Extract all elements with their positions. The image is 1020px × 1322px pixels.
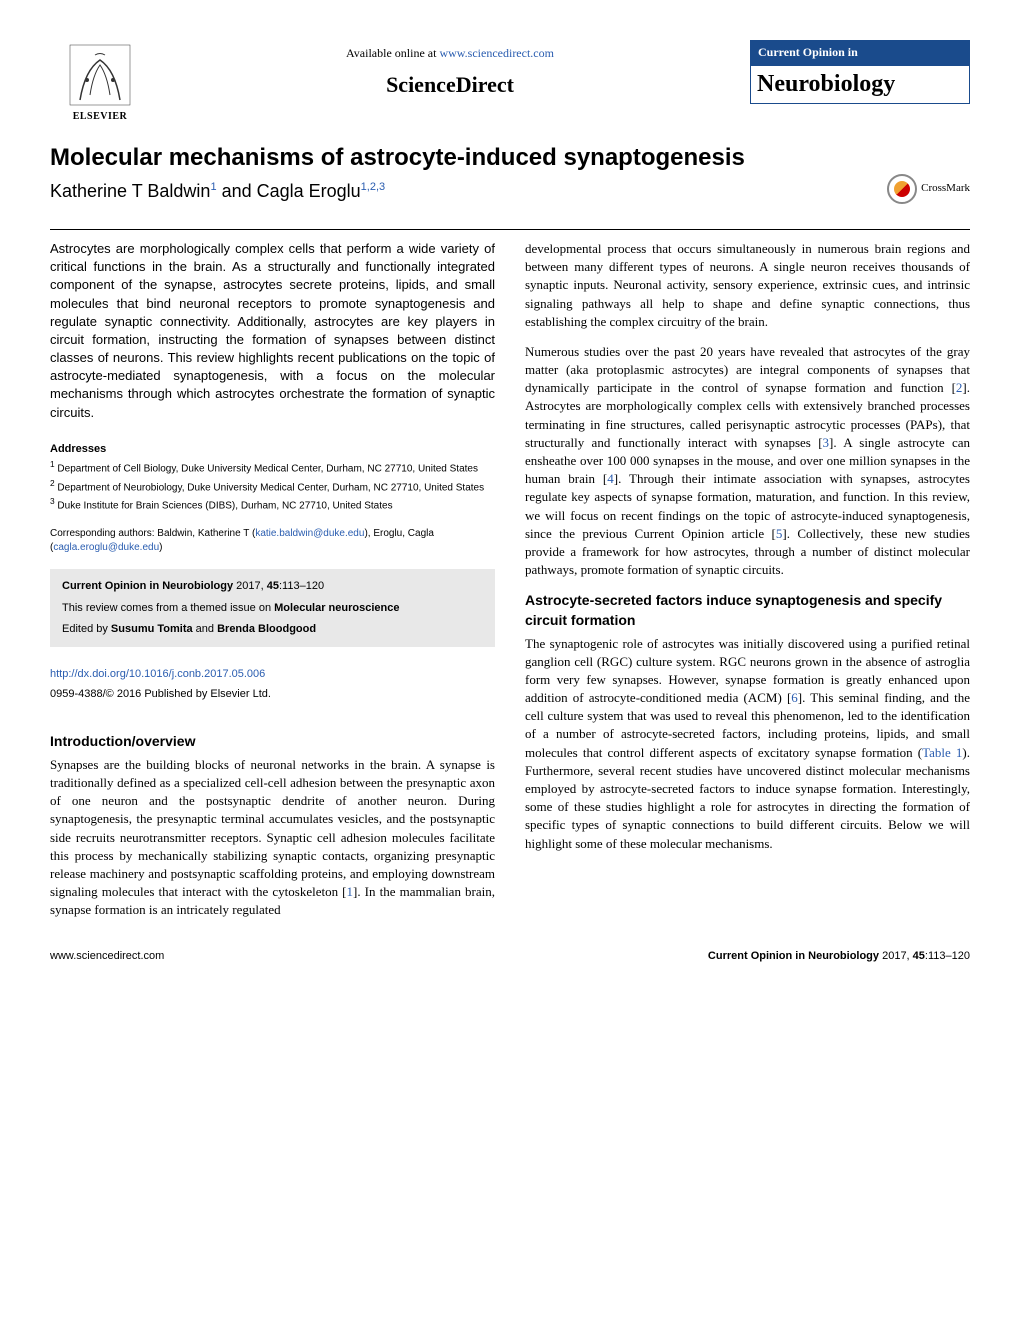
addr3: Duke Institute for Brain Sciences (DIBS)…	[55, 500, 393, 511]
badge-top: Current Opinion in	[750, 40, 970, 65]
jb-theme: Molecular neuroscience	[274, 602, 399, 614]
author1: Katherine T Baldwin	[50, 181, 210, 201]
elsevier-block: ELSEVIER	[50, 40, 150, 124]
authors-and: and Cagla Eroglu	[217, 181, 361, 201]
addresses-heading: Addresses	[50, 442, 495, 457]
elsevier-label: ELSEVIER	[73, 110, 128, 124]
fr-pages: :113–120	[925, 950, 970, 962]
two-column-layout: Astrocytes are morphologically complex c…	[50, 240, 970, 919]
divider	[50, 229, 970, 230]
right-p1: developmental process that occurs simult…	[525, 240, 970, 331]
addresses: 1 Department of Cell Biology, Duke Unive…	[50, 459, 495, 513]
journal-badge: Current Opinion in Neurobiology	[750, 40, 970, 104]
crossmark-icon	[887, 174, 917, 204]
jb-editor1: Susumu Tomita	[111, 623, 193, 635]
addr1: Department of Cell Biology, Duke Univers…	[55, 464, 478, 475]
jb-pages: :113–120	[279, 580, 324, 592]
email1-link[interactable]: katie.baldwin@duke.edu	[255, 528, 364, 539]
jb-year: 2017,	[233, 580, 267, 592]
corresponding-authors: Corresponding authors: Baldwin, Katherin…	[50, 527, 495, 555]
jb-editor2: Brenda Bloodgood	[217, 623, 316, 635]
section2-p1: The synaptogenic role of astrocytes was …	[525, 635, 970, 853]
right-column: developmental process that occurs simult…	[525, 240, 970, 919]
footer-right: Current Opinion in Neurobiology 2017, 45…	[708, 949, 970, 964]
header-row: ELSEVIER Available online at www.science…	[50, 40, 970, 124]
jb-vol: 45	[267, 580, 279, 592]
copyright: 0959-4388/© 2016 Published by Elsevier L…	[50, 687, 495, 702]
abstract: Astrocytes are morphologically complex c…	[50, 240, 495, 422]
crossmark-badge[interactable]: CrossMark	[887, 174, 970, 204]
article-title: Molecular mechanisms of astrocyte-induce…	[50, 144, 887, 173]
crossmark-label: CrossMark	[921, 181, 970, 196]
doi-link[interactable]: http://dx.doi.org/10.1016/j.conb.2017.05…	[50, 667, 495, 682]
jb-edited-pre: Edited by	[62, 623, 111, 635]
available-online: Available online at www.sciencedirect.co…	[150, 45, 750, 62]
table-1-link[interactable]: Table 1	[922, 745, 962, 760]
corr-post: )	[159, 542, 162, 553]
section2-heading: Astrocyte-secreted factors induce synapt…	[525, 591, 970, 630]
footer-left: www.sciencedirect.com	[50, 949, 164, 964]
sd-url-link[interactable]: www.sciencedirect.com	[439, 46, 554, 60]
addr2: Department of Neurobiology, Duke Univers…	[55, 482, 484, 493]
intro-heading: Introduction/overview	[50, 732, 495, 752]
corr-pre: Corresponding authors: Baldwin, Katherin…	[50, 528, 255, 539]
intro-paragraph: Synapses are the building blocks of neur…	[50, 756, 495, 920]
title-row: Molecular mechanisms of astrocyte-induce…	[50, 144, 970, 204]
fr-year: 2017,	[879, 950, 913, 962]
elsevier-logo	[65, 40, 135, 110]
intro-text-a: Synapses are the building blocks of neur…	[50, 757, 495, 899]
sciencedirect-logo: ScienceDirect	[150, 70, 750, 101]
s2-c: ). Furthermore, several recent studies h…	[525, 745, 970, 851]
available-text: Available online at	[346, 46, 439, 60]
center-header: Available online at www.sciencedirect.co…	[150, 40, 750, 101]
jb-editor-and: and	[193, 623, 217, 635]
title-block: Molecular mechanisms of astrocyte-induce…	[50, 144, 887, 204]
journal-info-box: Current Opinion in Neurobiology 2017, 45…	[50, 569, 495, 647]
badge-bottom: Neurobiology	[750, 65, 970, 105]
authors: Katherine T Baldwin1 and Cagla Eroglu1,2…	[50, 179, 887, 204]
fr-vol: 45	[913, 950, 925, 962]
fr-journal: Current Opinion in Neurobiology	[708, 950, 879, 962]
email2-link[interactable]: cagla.eroglu@duke.edu	[53, 542, 159, 553]
page-footer: www.sciencedirect.com Current Opinion in…	[50, 949, 970, 964]
jb-journal: Current Opinion in Neurobiology	[62, 580, 233, 592]
left-column: Astrocytes are morphologically complex c…	[50, 240, 495, 919]
right-p2: Numerous studies over the past 20 years …	[525, 343, 970, 579]
jb-theme-pre: This review comes from a themed issue on	[62, 602, 274, 614]
author2-sup: 1,2,3	[361, 181, 385, 193]
rp2-a: Numerous studies over the past 20 years …	[525, 344, 970, 395]
